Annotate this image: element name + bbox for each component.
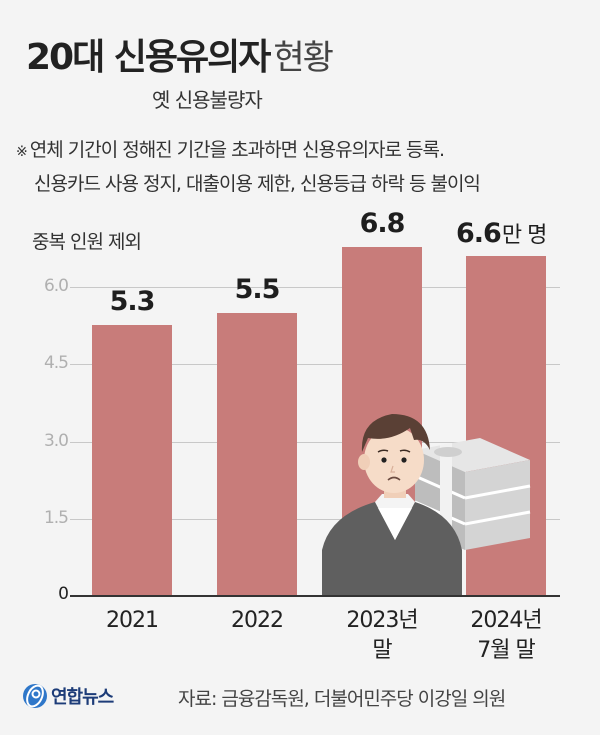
y-tick: 0: [58, 584, 69, 604]
yonhap-globe-icon: [23, 684, 47, 708]
page-title: 20대 신용유의자 현황: [26, 28, 334, 80]
value-2024: 6.6: [456, 218, 502, 249]
x-label-line1: 2024년: [470, 608, 542, 633]
gridline: [70, 287, 560, 288]
value-label-2024: 6.6만 명: [456, 217, 547, 249]
y-tick: 1.5: [43, 508, 69, 528]
value-label-2022: 5.5: [234, 274, 281, 305]
x-label-2022: 2022: [202, 606, 312, 636]
x-label-line2: 7월 말: [477, 638, 535, 663]
y-tick: 6.0: [43, 276, 69, 296]
title-light: 현황: [273, 38, 334, 78]
y-tick: 3.0: [43, 431, 69, 451]
note-line-1: 연체 기간이 정해진 기간을 초과하면 신용유의자로 등록.: [29, 139, 445, 161]
value-label-2023: 6.8: [359, 208, 406, 239]
gridline: [70, 442, 560, 443]
source-text: 자료: 금융감독원, 더불어민주당 이강일 의원: [178, 688, 506, 710]
gridline: [70, 519, 560, 520]
y-tick: 4.5: [43, 353, 69, 373]
value-unit: 만 명: [501, 223, 547, 248]
footnote: ※ 연체 기간이 정해진 기간을 초과하면 신용유의자로 등록. 신용카드 사용 …: [16, 134, 481, 200]
x-axis-line: [70, 595, 560, 597]
title-bold: 20대 신용유의자: [26, 37, 271, 78]
worried-person-money-illustration: [322, 414, 531, 596]
logo-text: 연합뉴스: [51, 687, 114, 708]
x-label-line1: 2021: [106, 608, 159, 633]
x-label-line1: 2023년: [346, 608, 418, 633]
bar-2022: [217, 313, 297, 596]
yonhap-logo: 연합뉴스: [22, 683, 114, 709]
y-axis-unit-label: 중복 인원 제외: [32, 231, 142, 253]
value-label-2021: 5.3: [109, 286, 156, 317]
subtitle: 옛 신용불량자: [152, 88, 263, 112]
x-label-2024: 2024년 7월 말: [451, 606, 561, 666]
note-line-2: 신용카드 사용 정지, 대출이용 제한, 신용등급 하락 등 불이익: [34, 173, 481, 195]
bar-2021: [92, 325, 172, 596]
reference-mark-icon: ※: [16, 144, 28, 160]
x-label-line2: 말: [372, 638, 392, 663]
x-label-2021: 2021: [77, 606, 187, 636]
x-label-line1: 2022: [231, 608, 284, 633]
gridline: [70, 364, 560, 365]
